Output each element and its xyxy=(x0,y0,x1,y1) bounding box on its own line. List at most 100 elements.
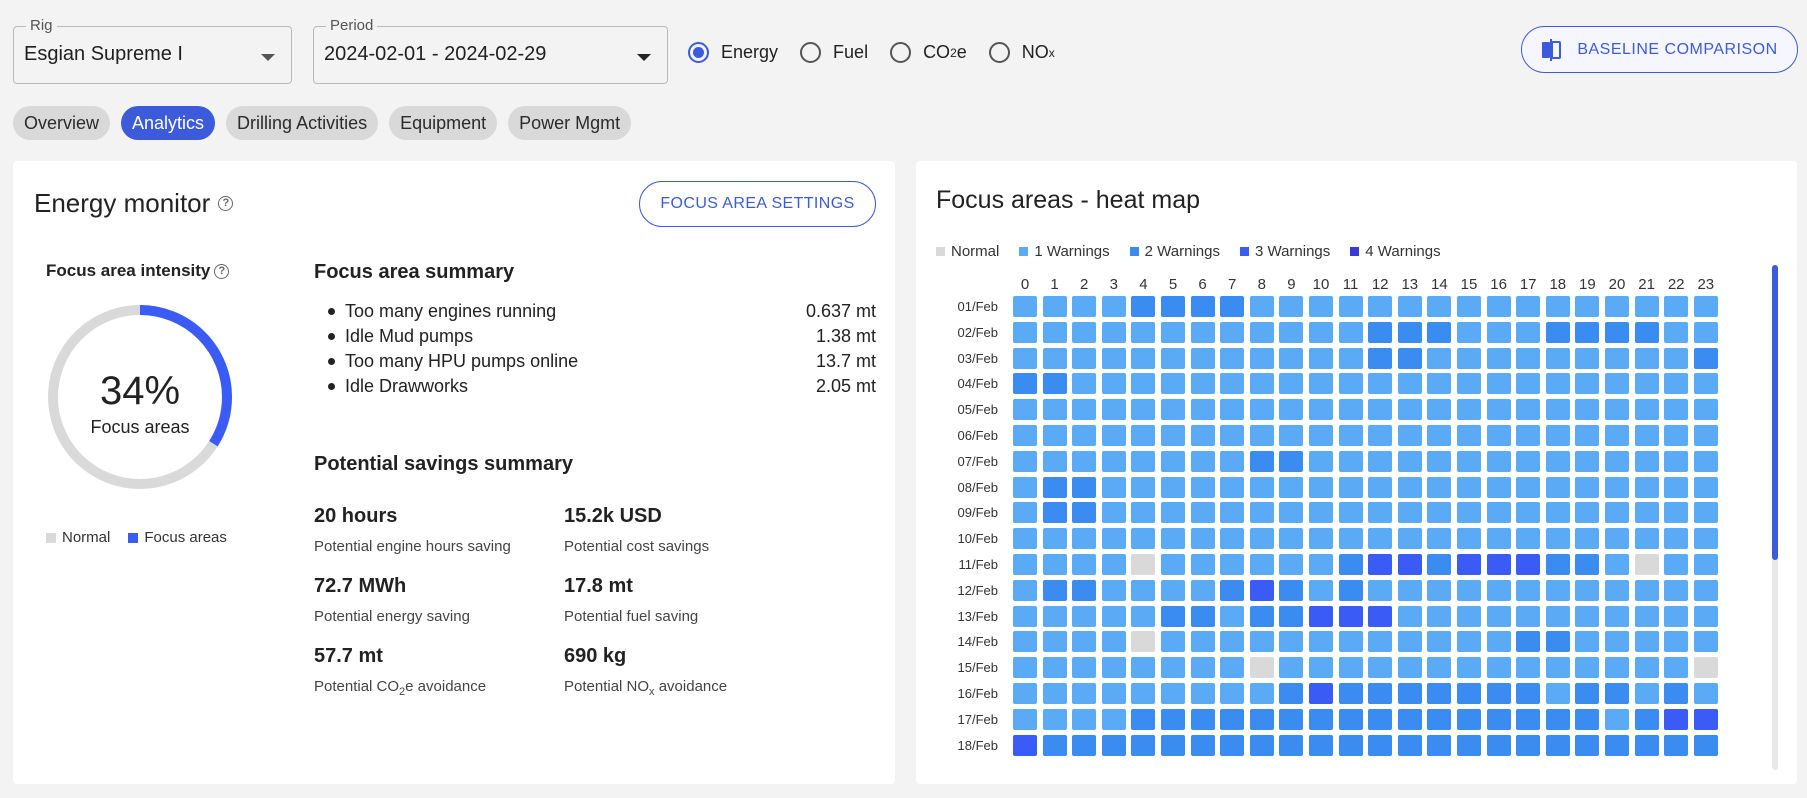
heat-map-cell[interactable] xyxy=(1338,657,1363,679)
heat-map-cell[interactable] xyxy=(1309,321,1333,343)
heat-map-cell[interactable] xyxy=(1516,683,1541,704)
heat-map-cell[interactable] xyxy=(1545,631,1570,653)
heat-map-cell[interactable] xyxy=(1220,528,1245,550)
heat-map-cell[interactable] xyxy=(1486,657,1511,679)
heat-map-cell[interactable] xyxy=(1368,296,1393,317)
heat-map-cell[interactable] xyxy=(1279,373,1304,395)
heat-map-cell[interactable] xyxy=(1013,708,1037,730)
heat-map-cell[interactable] xyxy=(1309,657,1333,679)
metric-radio-1[interactable]: Fuel xyxy=(800,42,868,63)
heat-map-cell[interactable] xyxy=(1605,425,1629,446)
heat-map-cell[interactable] xyxy=(1486,708,1511,730)
heat-map-cell[interactable] xyxy=(1338,373,1363,395)
heat-map-cell[interactable] xyxy=(1249,399,1274,421)
heat-map-cell[interactable] xyxy=(1545,347,1570,369)
heat-map-cell[interactable] xyxy=(1664,657,1689,679)
heat-map-cell[interactable] xyxy=(1368,734,1393,756)
heat-map-cell[interactable] xyxy=(1072,579,1097,601)
heat-map-cell[interactable] xyxy=(1605,528,1629,550)
heat-map-cell[interactable] xyxy=(1486,321,1511,343)
heat-map-cell[interactable] xyxy=(1693,579,1718,601)
heat-map-cell[interactable] xyxy=(1190,554,1215,575)
heat-map-cell[interactable] xyxy=(1693,373,1718,395)
heat-map-cell[interactable] xyxy=(1042,683,1067,704)
heat-map-cell[interactable] xyxy=(1486,476,1511,498)
heat-map-cell[interactable] xyxy=(1693,399,1718,421)
heat-map-cell[interactable] xyxy=(1634,657,1659,679)
heat-map-cell[interactable] xyxy=(1309,605,1333,627)
heat-map-cell[interactable] xyxy=(1042,502,1067,524)
heat-map-cell[interactable] xyxy=(1486,296,1511,317)
heat-map-cell[interactable] xyxy=(1397,425,1422,446)
heat-map-cell[interactable] xyxy=(1013,296,1037,317)
heat-map-cell[interactable] xyxy=(1516,425,1541,446)
heat-map-cell[interactable] xyxy=(1309,476,1333,498)
heat-map-cell[interactable] xyxy=(1249,450,1274,472)
heat-map-cell[interactable] xyxy=(1605,657,1629,679)
heat-map-cell[interactable] xyxy=(1664,347,1689,369)
heat-map-cell[interactable] xyxy=(1042,631,1067,653)
heat-map-cell[interactable] xyxy=(1368,554,1393,575)
heat-map-cell[interactable] xyxy=(1545,450,1570,472)
heat-map-cell[interactable] xyxy=(1042,399,1067,421)
heat-map-cell[interactable] xyxy=(1634,450,1659,472)
heat-map-cell[interactable] xyxy=(1190,450,1215,472)
heat-map-cell[interactable] xyxy=(1190,347,1215,369)
heat-map-cell[interactable] xyxy=(1249,502,1274,524)
heat-map-cell[interactable] xyxy=(1486,450,1511,472)
heat-map-cell[interactable] xyxy=(1042,373,1067,395)
heat-map-cell[interactable] xyxy=(1161,373,1185,395)
heat-map-cell[interactable] xyxy=(1220,399,1245,421)
heat-map-cell[interactable] xyxy=(1397,528,1422,550)
heat-map-cell[interactable] xyxy=(1427,502,1452,524)
heat-map-cell[interactable] xyxy=(1575,734,1600,756)
heat-map-cell[interactable] xyxy=(1575,631,1600,653)
heat-map-cell[interactable] xyxy=(1101,708,1126,730)
heat-map-cell[interactable] xyxy=(1190,502,1215,524)
heat-map-cell[interactable] xyxy=(1693,502,1718,524)
heat-map-cell[interactable] xyxy=(1279,321,1304,343)
heat-map-cell[interactable] xyxy=(1545,296,1570,317)
heat-map-cell[interactable] xyxy=(1309,734,1333,756)
heat-map-cell[interactable] xyxy=(1516,657,1541,679)
heat-map-cell[interactable] xyxy=(1457,631,1481,653)
heat-map-cell[interactable] xyxy=(1634,605,1659,627)
heat-map-cell[interactable] xyxy=(1516,450,1541,472)
heat-map-cell[interactable] xyxy=(1220,450,1245,472)
heat-map-cell[interactable] xyxy=(1457,683,1481,704)
heat-map-cell[interactable] xyxy=(1249,373,1274,395)
heat-map-cell[interactable] xyxy=(1693,631,1718,653)
heat-map-cell[interactable] xyxy=(1279,399,1304,421)
heat-map-cell[interactable] xyxy=(1338,605,1363,627)
heat-map-cell[interactable] xyxy=(1013,683,1037,704)
heat-map-cell[interactable] xyxy=(1220,734,1245,756)
heat-map-cell[interactable] xyxy=(1427,347,1452,369)
heat-map-cell[interactable] xyxy=(1634,296,1659,317)
heat-map-cell[interactable] xyxy=(1161,321,1185,343)
heat-map-cell[interactable] xyxy=(1397,347,1422,369)
heat-map-cell[interactable] xyxy=(1249,734,1274,756)
heat-map-cell[interactable] xyxy=(1368,708,1393,730)
heat-map-cell[interactable] xyxy=(1279,296,1304,317)
heat-map-cell[interactable] xyxy=(1220,579,1245,601)
heat-map-cell[interactable] xyxy=(1605,631,1629,653)
heat-map-cell[interactable] xyxy=(1693,450,1718,472)
heat-map-cell[interactable] xyxy=(1101,554,1126,575)
heat-map-cell[interactable] xyxy=(1634,502,1659,524)
heat-map-cell[interactable] xyxy=(1397,502,1422,524)
heat-map-cell[interactable] xyxy=(1427,579,1452,601)
heat-map-cell[interactable] xyxy=(1279,476,1304,498)
heat-map-cell[interactable] xyxy=(1457,579,1481,601)
heat-map-cell[interactable] xyxy=(1101,605,1126,627)
heat-map-cell[interactable] xyxy=(1397,399,1422,421)
heat-map-cell[interactable] xyxy=(1042,579,1067,601)
heat-map-cell[interactable] xyxy=(1397,734,1422,756)
heat-map-cell[interactable] xyxy=(1664,425,1689,446)
heat-map-cell[interactable] xyxy=(1161,528,1185,550)
heat-map-cell[interactable] xyxy=(1042,296,1067,317)
heat-map-cell[interactable] xyxy=(1575,450,1600,472)
heat-map-cell[interactable] xyxy=(1072,321,1097,343)
heat-map-cell[interactable] xyxy=(1664,605,1689,627)
heat-map-cell[interactable] xyxy=(1457,708,1481,730)
heat-map-cell[interactable] xyxy=(1486,528,1511,550)
